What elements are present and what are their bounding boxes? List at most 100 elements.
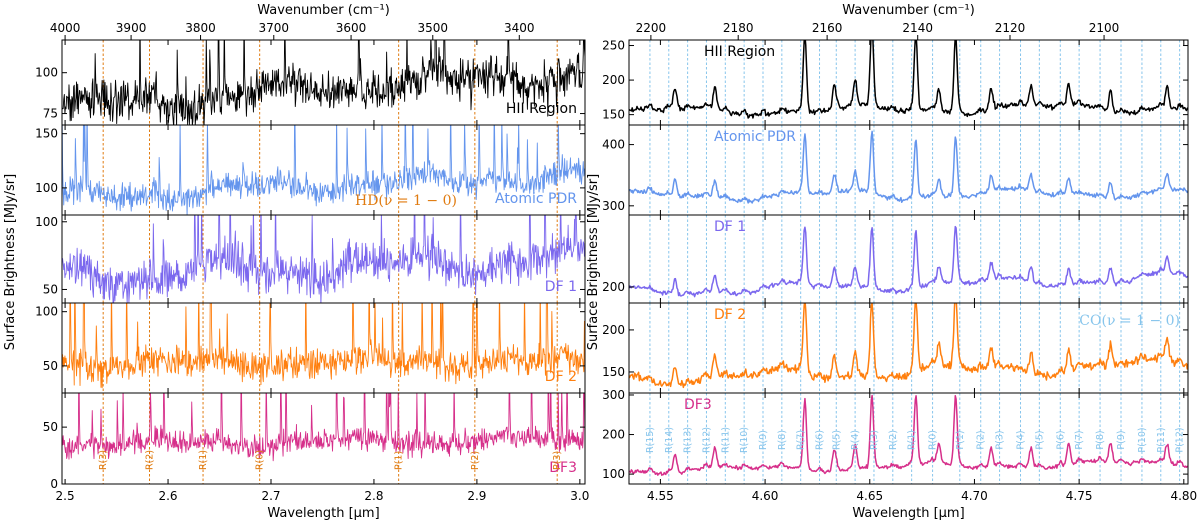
top-tick-label: 3900 — [116, 21, 147, 35]
marker-lines — [649, 125, 1181, 215]
marker-line-label: P(2) — [976, 430, 987, 449]
marker-line-label: R(1) — [907, 430, 918, 450]
top-axis-label: Wavenumber (cm⁻¹) — [257, 3, 390, 18]
right-panel: 150 200 250 HII Region 300 400 Atomic PDR 200 DF… — [586, 3, 1197, 521]
marker-line-label: R(6) — [815, 430, 826, 450]
panel-frame — [628, 124, 1189, 216]
marker-line-label: R(8) — [777, 430, 788, 450]
marker-line-label: P(10) — [1137, 427, 1148, 452]
y-tick-label: 50 — [43, 282, 58, 296]
panel-2: 300 400 Atomic PDR — [602, 124, 1189, 216]
panel-4: 150 200 DF 2 — [602, 302, 1189, 394]
panel-3: 50 100 DF 1 — [35, 214, 586, 304]
series-label: Atomic PDR — [495, 191, 577, 207]
marker-line-label: R(0) — [255, 450, 266, 470]
x-tick-label: 4.75 — [1066, 489, 1093, 503]
marker-line-label: R(14) — [664, 427, 675, 453]
y-tick-label: 200 — [602, 280, 625, 294]
series-label: DF 1 — [714, 219, 746, 235]
marker-line-label: P(8) — [1095, 430, 1106, 449]
panel-2: 100 150 Atomic PDR — [35, 124, 586, 216]
y-axis-label: Surface Brightness [MJy/sr] — [3, 174, 18, 350]
marker-line-label: R(2) — [145, 450, 156, 470]
y-tick-label: 150 — [602, 365, 625, 379]
top-tick-label: 3400 — [504, 21, 535, 35]
spectrum-line — [62, 125, 585, 215]
spectrum-line — [62, 40, 585, 125]
panel-4: 50 100 DF 2 — [35, 302, 586, 394]
panel-1: 75 100 HII Region — [35, 39, 586, 126]
marker-line-label: R(15) — [645, 427, 656, 453]
spectrum-line — [62, 393, 585, 462]
top-axis-label: Wavenumber (cm⁻¹) — [842, 3, 975, 18]
top-tick-label: 2100 — [1089, 21, 1120, 35]
x-tick-label: 2.5 — [56, 489, 75, 503]
marker-line-label: R(3) — [869, 430, 880, 450]
marker-line-label: P(7) — [1074, 430, 1085, 449]
top-tick-label: 2140 — [902, 21, 933, 35]
series-label: DF 2 — [545, 369, 577, 385]
marker-line-label: P(2) — [470, 451, 481, 470]
spectrum-line — [629, 130, 1188, 204]
x-tick-label: 4.70 — [961, 489, 988, 503]
y-tick-label: 100 — [602, 467, 625, 481]
x-tick-label: 4.60 — [752, 489, 779, 503]
panel-5: 100 200 300 DF3 — [602, 388, 1189, 485]
marker-lines — [102, 125, 558, 215]
marker-line-label: R(4) — [850, 430, 861, 450]
marker-line-label: P(9) — [1116, 430, 1127, 449]
top-tick-label: 3800 — [185, 21, 216, 35]
marker-line-label: P(12) — [1175, 427, 1186, 452]
spectrum-line — [629, 40, 1188, 119]
marker-lines — [649, 393, 1181, 484]
top-tick-label: 4000 — [50, 21, 81, 35]
y-tick-label: 200 — [602, 73, 625, 87]
marker-lines — [102, 40, 558, 125]
y-tick-label: 75 — [43, 107, 58, 121]
marker-line-label: P(4) — [1016, 430, 1027, 449]
top-tick-label: 2160 — [812, 21, 843, 35]
spectrum-line — [629, 225, 1188, 298]
y-tick-label: 50 — [43, 420, 58, 434]
marker-line-label: P(5) — [1034, 430, 1045, 449]
y-tick-label: 300 — [602, 199, 625, 213]
spectrum-line — [62, 303, 585, 389]
y-tick-label: 200 — [602, 323, 625, 337]
marker-lines — [102, 303, 558, 393]
top-tick-label: 2120 — [995, 21, 1026, 35]
top-tick-label: 3700 — [259, 21, 290, 35]
series-label: DF3 — [684, 397, 712, 413]
marker-line-label: P(1) — [955, 430, 966, 449]
series-label: DF 2 — [714, 307, 746, 323]
marker-line-label: P(1) — [394, 451, 405, 470]
y-tick-label: 100 — [35, 181, 58, 195]
x-tick-label: 3.0 — [570, 489, 589, 503]
marker-line-label: R(9) — [758, 430, 769, 450]
x-tick-label: 2.8 — [364, 489, 383, 503]
top-tick-label: 2180 — [723, 21, 754, 35]
series-label: DF 1 — [545, 279, 577, 295]
y-tick-label: 300 — [602, 388, 625, 402]
y-tick-label: 100 — [35, 66, 58, 80]
y-tick-label: 150 — [35, 127, 58, 141]
top-tick-label: 3500 — [418, 21, 449, 35]
spectrum-line — [629, 394, 1188, 476]
series-label: HII Region — [704, 44, 775, 60]
x-tick-label: 4.65 — [856, 489, 883, 503]
panel-frame — [61, 392, 586, 485]
marker-line-label: R(5) — [831, 430, 842, 450]
panel-1: 150 200 250 HII Region — [602, 39, 1189, 126]
marker-line-label: R(3) — [98, 450, 109, 470]
marker-line-label: R(13) — [683, 427, 694, 453]
left-panel: 75 100 HII Region 100 150 Atomic PDR 50 100 DF 1… — [3, 3, 589, 521]
y-tick-label: 100 — [35, 305, 58, 319]
marker-line-label: R(1) — [198, 450, 209, 470]
species-annotation: HD(ν = 1 − 0) — [355, 193, 457, 209]
top-tick-label: 2200 — [636, 21, 667, 35]
y-tick-label: 250 — [602, 39, 625, 53]
marker-line-label: R(11) — [720, 427, 731, 453]
marker-line-label: R(7) — [796, 430, 807, 450]
x-tick-label: 2.6 — [158, 489, 177, 503]
series-label: DF3 — [549, 460, 577, 476]
